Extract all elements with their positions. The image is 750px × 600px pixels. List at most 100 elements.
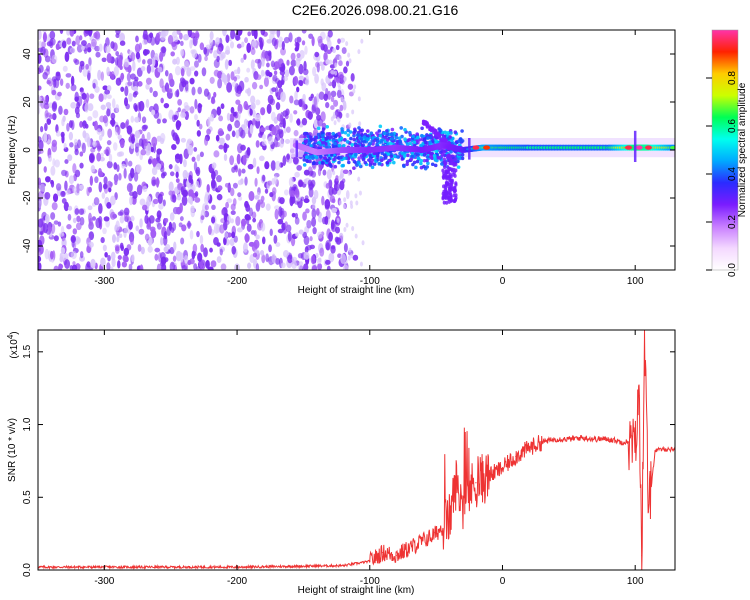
ridge-blob [446, 130, 451, 135]
spectrogram-noise-blob [74, 59, 80, 65]
spectrogram-noise-blob [68, 120, 73, 128]
spectrogram-noise-blob [304, 195, 309, 200]
spectrogram-noise-blob [209, 247, 213, 253]
spectrogram-noise-blob [330, 222, 337, 233]
ridge-blob [305, 158, 309, 163]
spectrogram-noise-blob [271, 37, 277, 47]
spectrogram-noise-blob [209, 113, 215, 122]
spectrogram-noise-blob [139, 218, 143, 228]
ridge-blob [410, 154, 414, 158]
spectrogram-noise-blob [106, 262, 111, 270]
spectrogram-noise-blob [151, 136, 158, 147]
ridge-blob [337, 131, 341, 136]
spectrogram-noise-blob [67, 154, 73, 162]
spectrogram-noise-blob [215, 37, 220, 45]
spectrogram-noise-blob [223, 153, 228, 162]
spectrogram-noise-blob [74, 169, 81, 178]
y-tick-label: -40 [22, 238, 33, 253]
snr-point [488, 474, 490, 477]
spectrogram-noise-blob [307, 179, 313, 187]
spectrogram-noise-blob [333, 99, 339, 107]
spectrogram-noise-blob [187, 144, 194, 156]
spectrogram-noise-blob [111, 234, 116, 243]
spectrogram-noise-blob [335, 175, 339, 182]
ridge-blob [357, 126, 361, 130]
spectrogram-noise-blob [64, 159, 69, 164]
spectrogram-noise-blob [199, 151, 204, 158]
ridge-blob [314, 161, 319, 166]
spectrogram-noise-blob [295, 41, 300, 52]
spectrogram-noise-blob [64, 51, 70, 63]
spectrogram-noise-blob [57, 91, 62, 97]
spectrogram-noise-blob [253, 30, 258, 40]
ridge-blob [443, 185, 448, 190]
spectrogram-noise-blob [221, 72, 226, 83]
spectrogram-noise-blob [132, 60, 136, 72]
spectrogram-noise-blob [359, 261, 363, 267]
spectrogram-noise-blob [291, 256, 298, 263]
ridge-blob [430, 139, 435, 143]
ridge-blob [368, 163, 373, 167]
spectrogram-noise-blob [115, 33, 120, 39]
spectrogram-noise-blob [217, 185, 223, 191]
spectrogram-noise-blob [70, 84, 77, 92]
spectrogram-noise-blob [183, 34, 189, 41]
spectrogram-noise-blob [338, 55, 342, 61]
spectrogram-noise-blob [38, 30, 42, 40]
ridge-blob [444, 161, 448, 166]
ridge-blob [446, 169, 450, 174]
spectrogram-noise-blob [308, 33, 314, 39]
spectrogram-noise-blob [294, 90, 298, 101]
spectrogram-noise-blob [216, 46, 222, 55]
spectrogram-noise-blob [265, 125, 272, 131]
spectrogram-noise-blob [357, 49, 361, 55]
ridge-blob [405, 159, 410, 164]
spectrogram-noise-blob [97, 69, 102, 81]
spectrogram-noise-blob [44, 191, 51, 200]
spectrogram-noise-blob [334, 62, 338, 68]
spectrogram-noise-blob [123, 58, 130, 68]
spectrogram-noise-blob [196, 230, 200, 238]
snr-point [342, 565, 344, 567]
spectrogram-noise-blob [79, 162, 84, 169]
ridge-blob [448, 192, 453, 197]
spectrogram-noise-blob [199, 235, 204, 245]
spectrogram-noise-blob [247, 262, 252, 269]
spectrogram-noise-blob [117, 260, 121, 269]
spectrogram-noise-blob [241, 168, 246, 174]
spectrogram-noise-blob [164, 70, 169, 77]
spectrogram-noise-blob [296, 165, 303, 171]
spectrogram-noise-blob [264, 188, 269, 194]
x-tick-label: 0 [500, 276, 506, 287]
spectrogram-noise-blob [265, 253, 269, 262]
spectrogram-noise-blob [307, 111, 313, 120]
ridge-blob [440, 152, 445, 157]
ridge-hotspot [483, 145, 490, 150]
spectrogram-noise-blob [220, 263, 227, 270]
spectrogram-noise-blob [269, 228, 273, 237]
spectrogram-noise-blob [297, 264, 303, 270]
spectrogram-noise-blob [283, 127, 287, 134]
spectrogram-noise-blob [45, 176, 51, 183]
spectrogram-noise-blob [304, 45, 308, 55]
ridge-blob [426, 136, 430, 140]
spectrogram-noise-blob [47, 154, 53, 162]
spectrogram-noise-blob [231, 245, 237, 255]
spectrogram-noise-blob [354, 233, 358, 239]
spectrogram-noise-blob [260, 69, 265, 77]
spectrogram-noise-blob [348, 122, 352, 128]
spectrogram-noise-blob [63, 142, 67, 149]
spectrogram-noise-blob [90, 164, 96, 173]
ridge-blob [367, 158, 371, 162]
spectrogram-noise-blob [38, 106, 41, 115]
snr-point [654, 450, 656, 452]
ridge-blob [438, 133, 442, 138]
spectrogram-noise-blob [316, 258, 322, 265]
spectrogram-noise-blob [209, 38, 214, 47]
spectrogram-noise-blob [139, 198, 146, 206]
ridge-blob [390, 137, 395, 141]
page-title: C2E6.2026.098.00.21.G16 [291, 2, 459, 18]
spectrogram-noise-blob [81, 40, 87, 47]
spectrogram-noise-blob [145, 83, 150, 90]
spectrogram-noise-blob [128, 220, 133, 230]
